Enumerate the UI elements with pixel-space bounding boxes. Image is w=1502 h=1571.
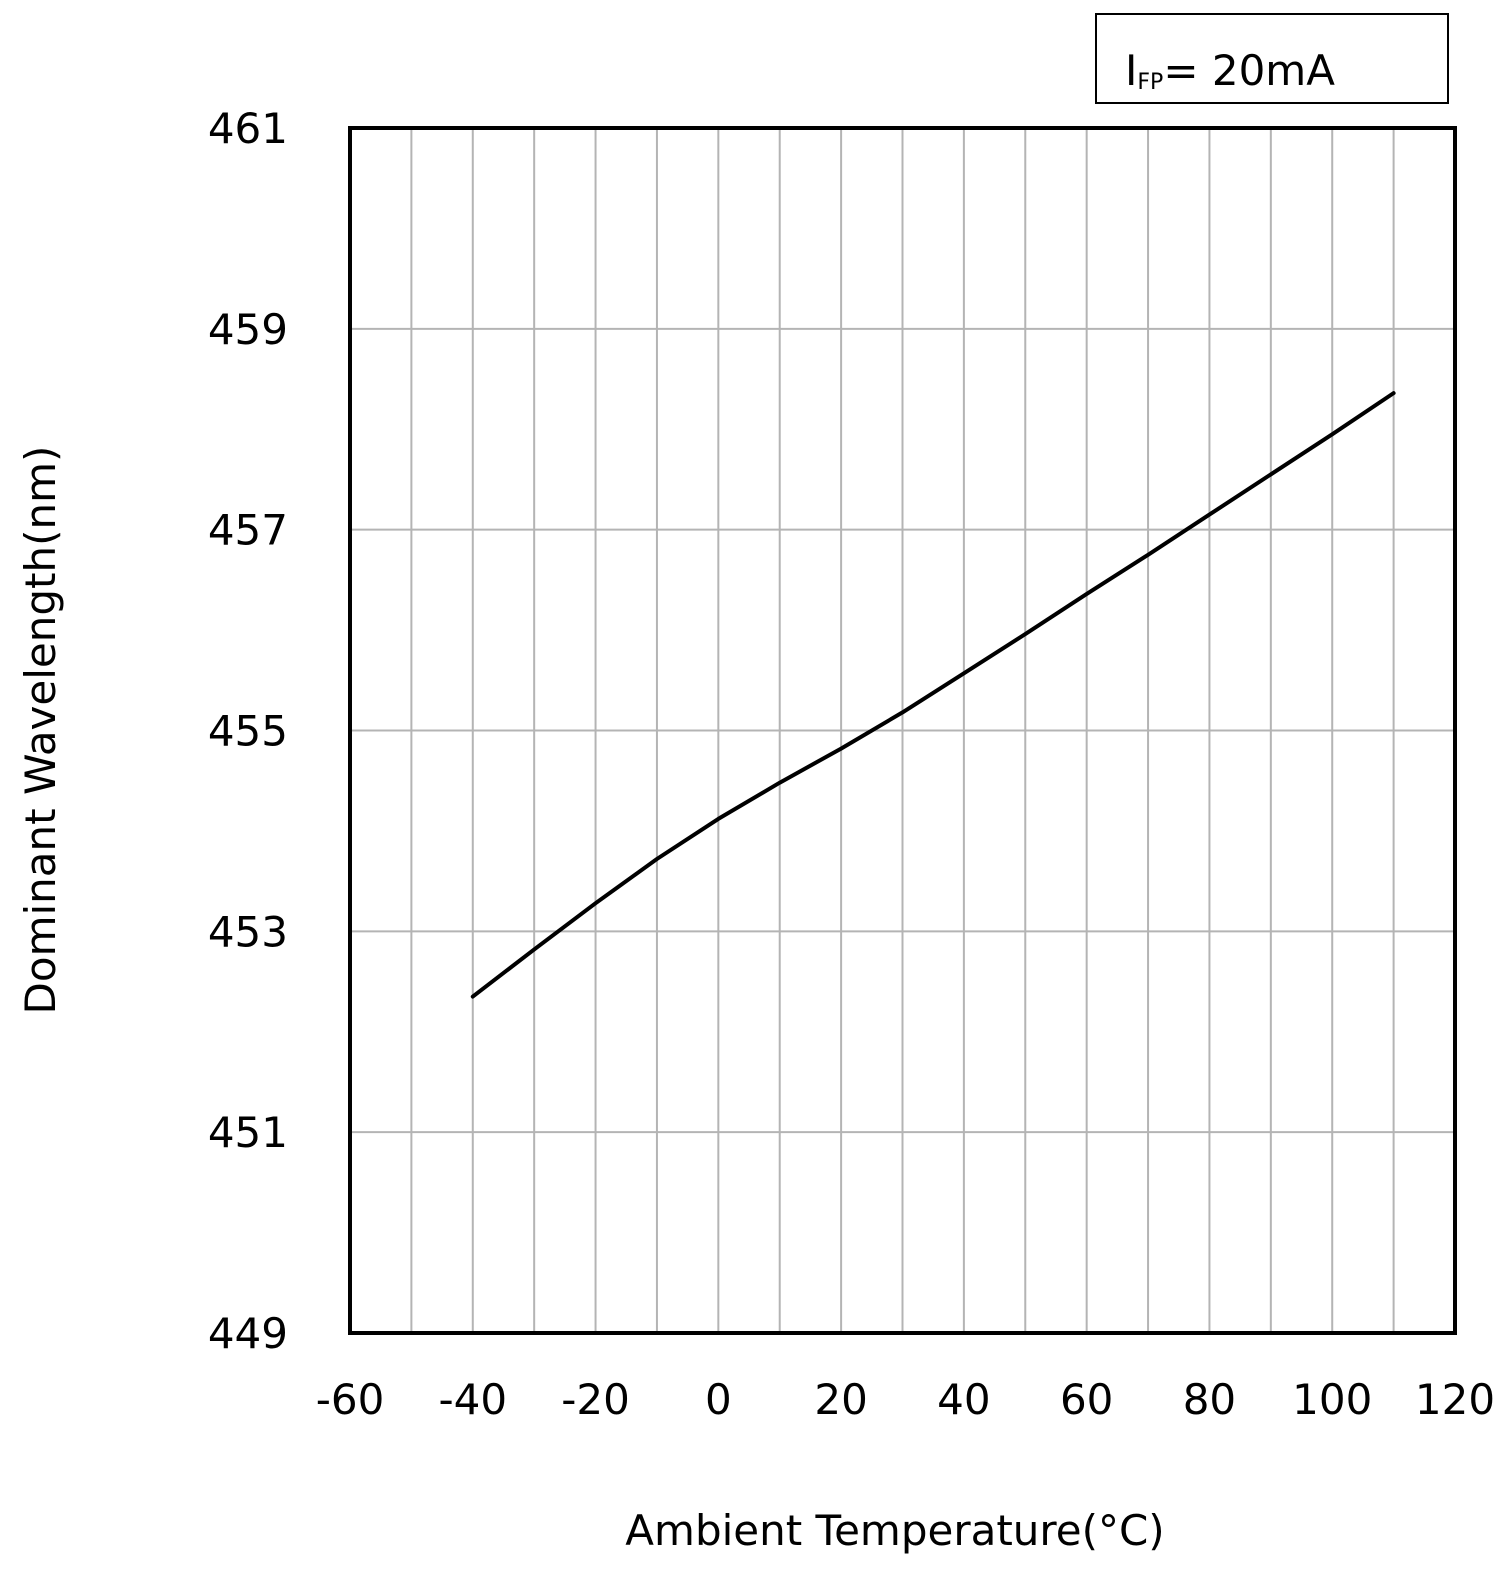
y-tick-labels: 449 451 453 455 457 459 461 <box>208 104 288 1358</box>
series-layer <box>470 391 1396 999</box>
x-tick-label: 80 <box>1183 1375 1236 1424</box>
x-tick-label: 20 <box>814 1375 867 1424</box>
x-tick-label: 100 <box>1292 1375 1372 1424</box>
y-tick-label: 457 <box>208 506 288 555</box>
x-tick-label: 120 <box>1415 1375 1495 1424</box>
y-tick-label: 455 <box>208 707 288 756</box>
x-tick-label: 60 <box>1060 1375 1113 1424</box>
legend-value: = 20mA <box>1163 46 1335 95</box>
legend-text: IFP= 20mA <box>1125 46 1335 95</box>
y-tick-label: 451 <box>208 1108 288 1157</box>
y-tick-label: 459 <box>208 305 288 354</box>
legend-frame <box>1095 13 1449 104</box>
legend-subscript: FP <box>1137 70 1163 95</box>
y-tick-label: 461 <box>208 104 288 153</box>
x-tick-label: 40 <box>937 1375 990 1424</box>
x-axis-label: Ambient Temperature(°C) <box>625 1506 1164 1555</box>
x-tick-label: -20 <box>561 1375 630 1424</box>
y-tick-label: 449 <box>208 1309 288 1358</box>
legend-box: IFP= 20mA <box>1095 13 1449 104</box>
legend-main: I <box>1125 46 1137 95</box>
x-tick-label: -40 <box>438 1375 507 1424</box>
plot-frame <box>348 126 1457 1335</box>
y-axis-label: Dominant Wavelength(nm) <box>16 446 65 1015</box>
x-tick-label: -60 <box>316 1375 385 1424</box>
x-tick-labels: -60 -40 -20 0 20 40 60 80 100 120 <box>316 1375 1495 1424</box>
grid <box>350 128 1455 1333</box>
series-line <box>470 391 1396 999</box>
y-tick-label: 453 <box>208 907 288 956</box>
x-tick-label: 0 <box>705 1375 732 1424</box>
